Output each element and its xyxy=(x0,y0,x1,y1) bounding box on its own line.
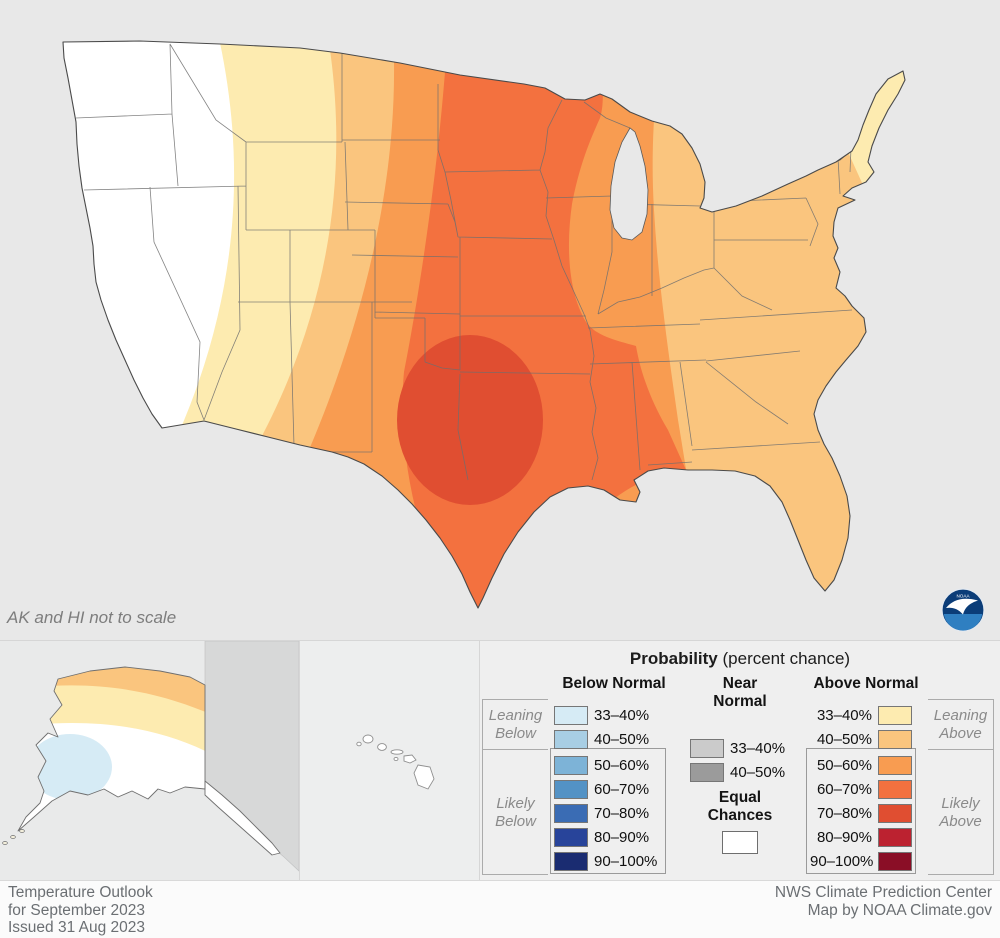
legend-range-label: 33–40% xyxy=(594,706,650,724)
header-near-normal: Near Normal xyxy=(713,675,767,710)
alaska-inset xyxy=(0,640,300,881)
footer-right: NWS Climate Prediction Center Map by NOA… xyxy=(775,884,992,919)
probability-legend: Probability (percent chance) Below Norma… xyxy=(480,641,1000,881)
legend-swatch xyxy=(878,729,912,749)
noaa-logo: NOAA xyxy=(941,588,985,632)
leaning-above-label: Leaning Above xyxy=(928,700,993,750)
equal-chances-label: Equal Chances xyxy=(707,789,773,824)
conus-map-svg xyxy=(62,40,906,609)
below-bracket: Leaning Below Likely Below xyxy=(482,699,548,875)
legend-range-label: 33–40% xyxy=(816,706,872,724)
legend-row: 40–50% xyxy=(810,727,912,751)
legend-swatch xyxy=(554,803,588,823)
legend-swatch xyxy=(878,755,912,775)
legend-row: 70–80% xyxy=(554,801,649,825)
legend-range-label: 50–60% xyxy=(816,756,872,774)
legend-row: 33–40% xyxy=(554,703,649,727)
legend-row: 70–80% xyxy=(810,801,912,825)
legend-swatch xyxy=(554,827,588,847)
legend-range-label: 40–50% xyxy=(816,730,872,748)
hawaii-islands xyxy=(356,734,435,790)
legend-range-label: 70–80% xyxy=(816,804,872,822)
conus-map: AK and HI not to scale NOAA xyxy=(7,40,985,632)
legend-swatch xyxy=(878,827,912,847)
legend-row: 33–40% xyxy=(810,703,912,727)
footer-period: for September 2023 xyxy=(8,901,146,919)
legend-range-label: 33–40% xyxy=(730,739,786,757)
legend-range-label: 60–70% xyxy=(594,780,650,798)
legend-range-label: 80–90% xyxy=(594,828,650,846)
aleutian-islands xyxy=(2,829,25,845)
hawaii-map-svg xyxy=(356,734,435,790)
legend-swatch xyxy=(878,779,912,799)
legend-range-label: 40–50% xyxy=(730,763,786,781)
legend-swatch xyxy=(878,705,912,725)
legend-swatch xyxy=(878,803,912,823)
legend-row: 80–90% xyxy=(554,825,649,849)
noaa-gull-icon xyxy=(946,598,978,615)
state-borders xyxy=(75,43,853,481)
legend-range-label: 60–70% xyxy=(816,780,872,798)
band-above-70-80 xyxy=(397,335,543,505)
legend-row: 50–60% xyxy=(810,753,912,777)
legend-swatch xyxy=(554,779,588,799)
legend-row: 90–100% xyxy=(554,849,657,873)
legend-row: 90–100% xyxy=(810,849,912,873)
footer-source: NWS Climate Prediction Center xyxy=(774,884,992,901)
footer-left: Temperature Outlook for September 2023 I… xyxy=(8,884,153,937)
us-outline xyxy=(62,40,906,609)
legend-range-label: 90–100% xyxy=(810,852,874,870)
above-bracket: Leaning Above Likely Above xyxy=(928,699,994,875)
scale-note: AK and HI not to scale xyxy=(7,608,177,627)
noaa-logo-text: NOAA xyxy=(956,594,970,599)
legend-swatch xyxy=(690,762,724,782)
footer: Temperature Outlook for September 2023 I… xyxy=(0,880,1000,938)
legend-range-label: 90–100% xyxy=(594,852,658,870)
legend-swatch xyxy=(690,738,724,758)
alaska-outline xyxy=(17,666,281,856)
alaska-map-svg xyxy=(2,640,300,872)
legend-title: Probability (percent chance) xyxy=(629,649,851,668)
footer-title: Temperature Outlook xyxy=(8,884,153,901)
legend-swatch xyxy=(554,729,588,749)
leaning-below-label: Leaning Below xyxy=(483,700,548,750)
legend-row: 33–40% xyxy=(690,736,785,760)
legend-swatch xyxy=(554,705,588,725)
footer-issued: Issued 31 Aug 2023 xyxy=(8,919,146,936)
header-above-normal: Above Normal xyxy=(813,675,919,692)
legend-swatch xyxy=(554,755,588,775)
inset-row: Probability (percent chance) Below Norma… xyxy=(0,640,1000,881)
legend-row: 80–90% xyxy=(810,825,912,849)
legend-row: 60–70% xyxy=(810,777,912,801)
legend-row: 40–50% xyxy=(554,727,649,751)
legend-swatch xyxy=(554,851,588,871)
likely-above-label: Likely Above xyxy=(939,794,982,830)
ak-band-below-33-40 xyxy=(28,734,112,800)
hawaii-inset xyxy=(300,641,480,881)
noaa-ocean xyxy=(943,614,983,631)
legend-row: 60–70% xyxy=(554,777,649,801)
noaa-logo-svg: NOAA xyxy=(941,588,985,632)
legend-range-label: 80–90% xyxy=(816,828,872,846)
legend-row: 50–60% xyxy=(554,753,649,777)
header-below-normal: Below Normal xyxy=(562,675,666,692)
legend-swatch xyxy=(878,851,912,871)
legend-row: 40–50% xyxy=(690,760,785,784)
equal-chances-swatch xyxy=(722,831,758,854)
footer-credit: Map by NOAA Climate.gov xyxy=(807,901,992,919)
legend-range-label: 40–50% xyxy=(594,730,650,748)
legend-range-label: 50–60% xyxy=(594,756,650,774)
likely-below-label: Likely Below xyxy=(495,794,536,830)
legend-range-label: 70–80% xyxy=(594,804,650,822)
